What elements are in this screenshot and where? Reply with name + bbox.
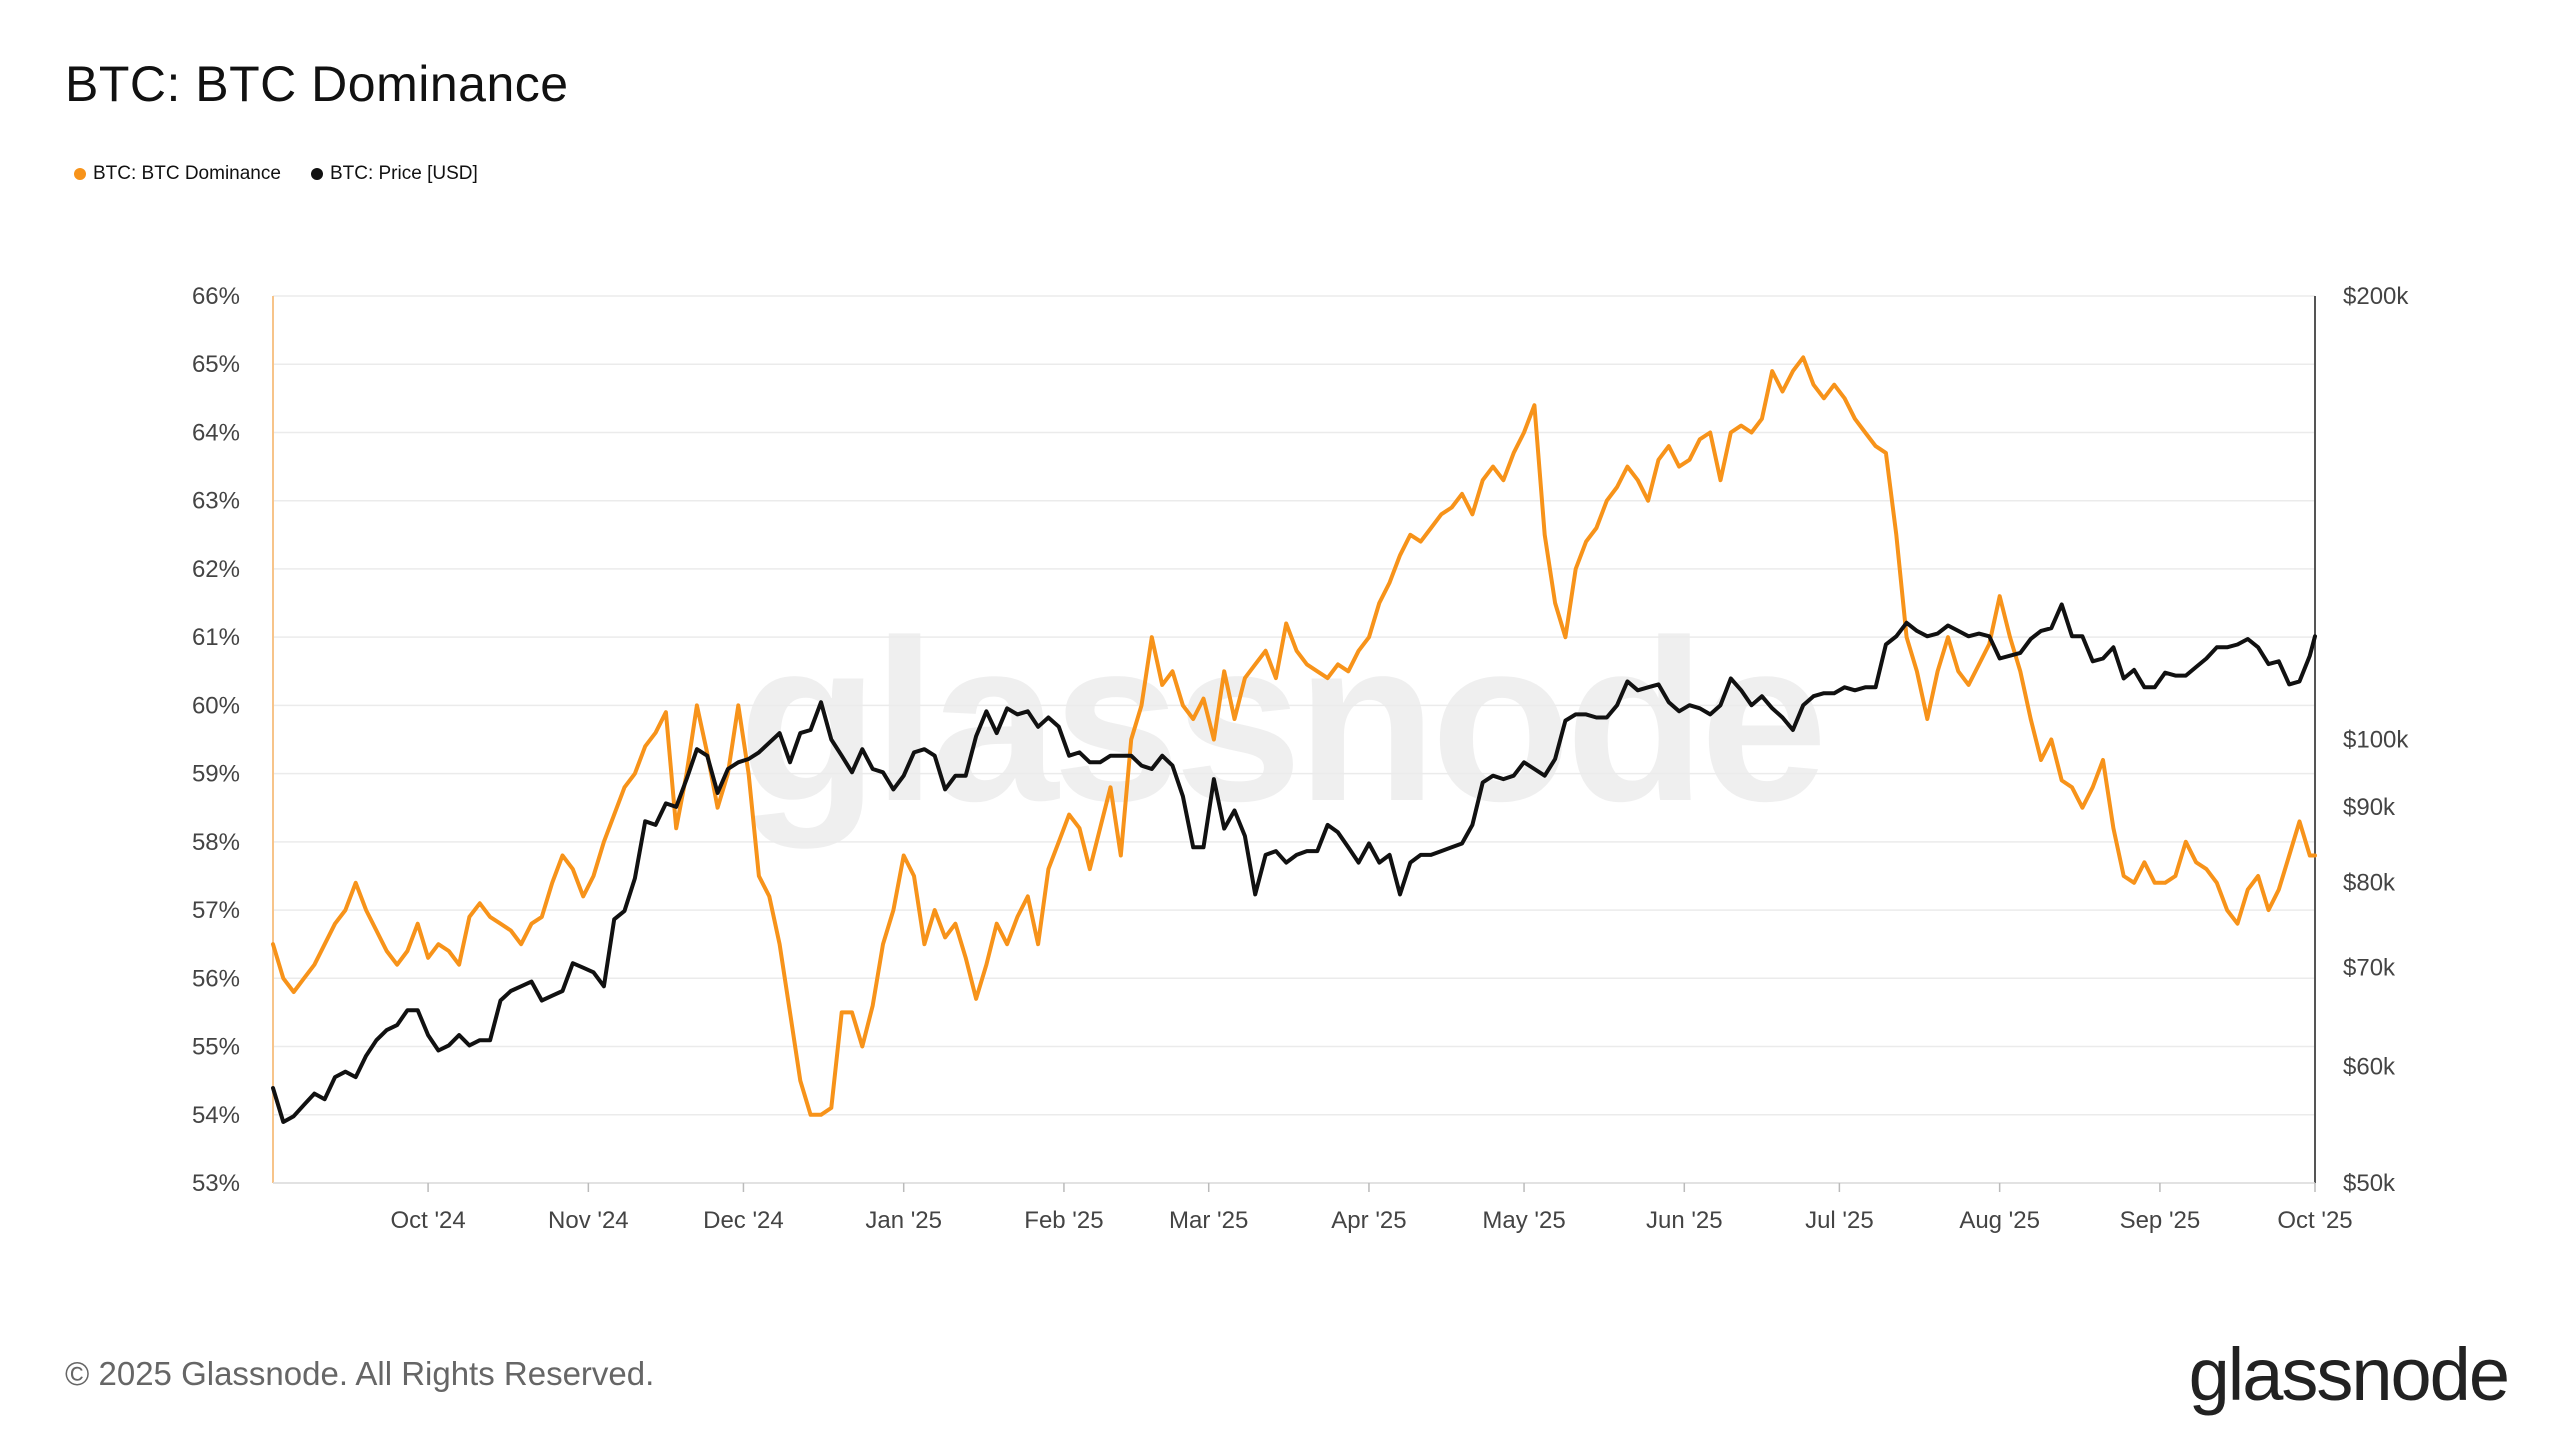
y-left-tick-label: 65% bbox=[192, 351, 240, 378]
y-right-tick-label: $60k bbox=[2343, 1053, 2396, 1080]
y-right-tick-label: $100k bbox=[2343, 727, 2409, 754]
x-tick-label: Mar '25 bbox=[1169, 1207, 1248, 1234]
y-right-tick-label: $70k bbox=[2343, 955, 2396, 982]
y-right-tick-label: $90k bbox=[2343, 794, 2396, 821]
series-line-price bbox=[271, 602, 2317, 1124]
legend-label-dominance: BTC: BTC Dominance bbox=[93, 163, 281, 184]
y-left-tick-label: 54% bbox=[192, 1102, 240, 1129]
legend-dot-dominance bbox=[74, 168, 86, 180]
y-left-tick-label: 62% bbox=[192, 556, 240, 583]
y-right-tick-label: $80k bbox=[2343, 869, 2396, 896]
legend: BTC: BTC Dominance BTC: Price [USD] bbox=[74, 163, 478, 185]
y-left-tick-label: 61% bbox=[192, 624, 240, 651]
y-left-tick-label: 55% bbox=[192, 1034, 240, 1061]
x-tick-label: Oct '25 bbox=[2277, 1207, 2352, 1234]
series-group bbox=[271, 355, 2317, 1124]
y-right-tick-label: $200k bbox=[2343, 283, 2409, 310]
x-tick-label: Apr '25 bbox=[1331, 1207, 1406, 1234]
watermark: glassnode bbox=[738, 592, 1822, 849]
series-line-dominance bbox=[271, 355, 2317, 1117]
legend-dot-price bbox=[310, 168, 323, 180]
y-left-tick-label: 64% bbox=[192, 419, 240, 446]
y-left-tick-label: 60% bbox=[192, 692, 240, 719]
x-tick-label: Jul '25 bbox=[1805, 1207, 1874, 1234]
y-left-tick-label: 53% bbox=[192, 1170, 240, 1197]
y-left-tick-label: 56% bbox=[192, 965, 240, 992]
y-left-tick-label: 59% bbox=[192, 761, 240, 788]
chart-title: BTC: BTC Dominance bbox=[65, 56, 569, 112]
copyright: © 2025 Glassnode. All Rights Reserved. bbox=[65, 1355, 655, 1392]
x-tick-label: Jan '25 bbox=[865, 1207, 942, 1234]
x-tick-label: Nov '24 bbox=[548, 1207, 629, 1234]
x-tick-label: Oct '24 bbox=[390, 1207, 465, 1234]
x-tick-label: Aug '25 bbox=[1959, 1207, 2040, 1234]
x-tick-label: May '25 bbox=[1482, 1207, 1565, 1234]
y-left-tick-label: 58% bbox=[192, 829, 240, 856]
x-tick-label: Jun '25 bbox=[1646, 1207, 1723, 1234]
legend-item-dominance[interactable]: BTC: BTC Dominance bbox=[74, 163, 281, 185]
x-tick-label: Sep '25 bbox=[2120, 1207, 2201, 1234]
y-right-tick-label: $50k bbox=[2343, 1170, 2396, 1197]
x-tick-label: Dec '24 bbox=[703, 1207, 784, 1234]
legend-item-price[interactable]: BTC: Price [USD] bbox=[310, 163, 478, 185]
legend-label-price: BTC: Price [USD] bbox=[329, 163, 478, 184]
y-left-tick-label: 63% bbox=[192, 488, 240, 515]
y-left-tick-label: 57% bbox=[192, 897, 240, 924]
glassnode-logo: glassnode bbox=[2188, 1333, 2510, 1416]
y-left-tick-label: 66% bbox=[192, 283, 240, 310]
x-tick-label: Feb '25 bbox=[1024, 1207, 1103, 1234]
axes: 66% 65% 64% 63% 62% 61% 60% 59% 58% 57% 56% 55% 54% 5… bbox=[192, 283, 2409, 1234]
